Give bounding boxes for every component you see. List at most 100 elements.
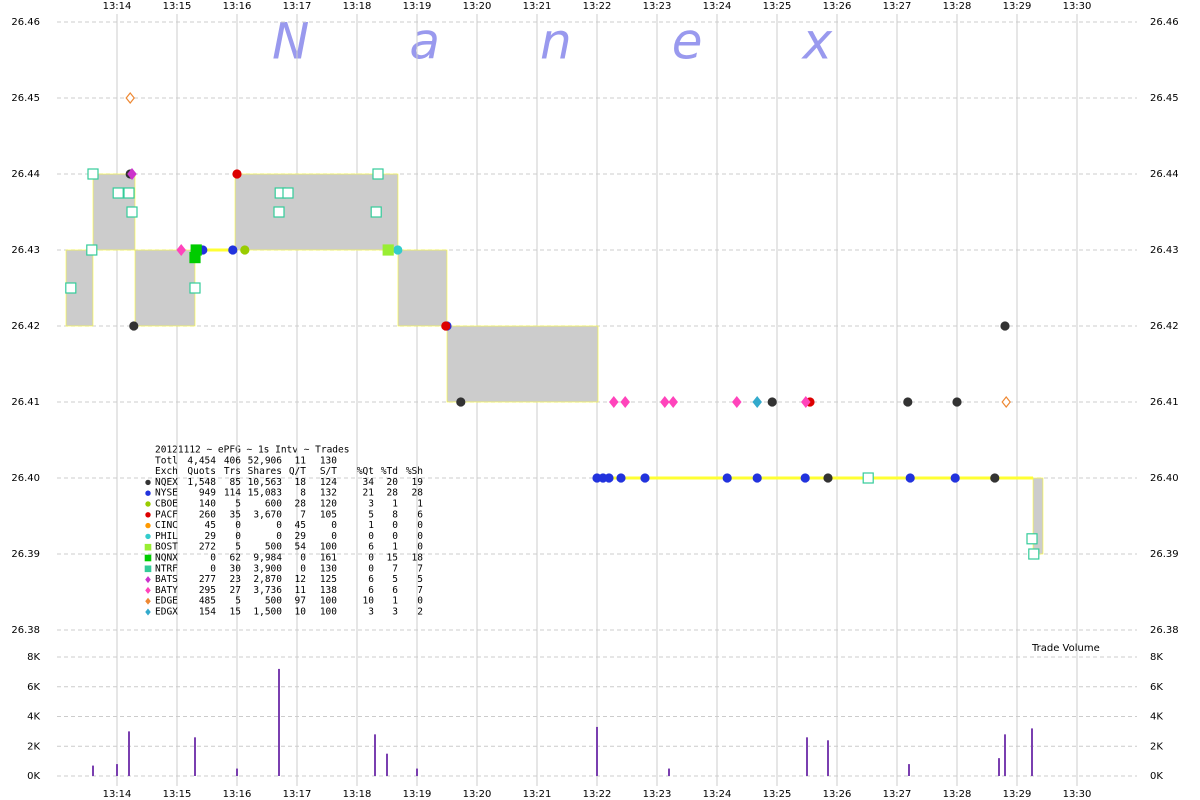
stats-header: S/T <box>320 466 337 477</box>
trade-point <box>456 397 466 407</box>
x-tick-label-top: 13:16 <box>223 1 252 12</box>
trade-point <box>668 396 678 408</box>
trade-point <box>273 206 285 218</box>
stats-cell: 3 <box>392 607 398 618</box>
trade-point <box>903 397 913 407</box>
stats-cell: 0 <box>417 542 423 553</box>
legend-entry: NQEX <box>155 477 178 488</box>
trade-point <box>1026 533 1038 545</box>
stats-cell: 3,736 <box>253 585 282 596</box>
stats-cell: 260 <box>199 509 216 520</box>
stats-cell: 0 <box>368 531 374 542</box>
legend-marker <box>145 490 151 496</box>
volume-bar <box>668 768 670 776</box>
stats-cell: 6 <box>368 574 374 585</box>
stats-cell: 500 <box>265 542 282 553</box>
volume-tick-label-left: 4K <box>27 712 40 723</box>
trade-point <box>112 187 124 199</box>
stats-cell: 154 <box>199 607 216 618</box>
trade-point <box>240 245 250 255</box>
trade-point <box>609 396 619 408</box>
legend-marker <box>145 586 151 594</box>
volume-label: Trade Volume <box>1031 643 1100 654</box>
legend-marker <box>145 533 151 540</box>
volume-tick-label-left: 2K <box>27 741 40 752</box>
trade-point <box>86 244 98 256</box>
trade-point <box>441 321 451 331</box>
trade-point <box>125 92 135 104</box>
x-tick-label-top: 13:17 <box>283 1 312 12</box>
legend-entry: NQNX <box>155 553 178 564</box>
trade-point <box>1028 548 1040 560</box>
stats-cell: 6 <box>417 509 423 520</box>
stats-cell: 1 <box>392 596 398 607</box>
x-tick-label-top: 13:27 <box>883 1 912 12</box>
volume-bar <box>374 734 376 776</box>
volume-tick-label-left: 6K <box>27 682 40 693</box>
stats-cell: 3 <box>368 607 374 618</box>
volume-bar <box>806 737 808 776</box>
y-tick-label-right: 26.40 <box>1150 473 1179 484</box>
x-tick-label-bottom: 13:30 <box>1063 789 1092 800</box>
stats-cell: 100 <box>320 542 337 553</box>
x-tick-label-top: 13:21 <box>523 1 552 12</box>
stats-cell: 27 <box>230 585 241 596</box>
trade-point <box>801 396 811 408</box>
volume-tick-label-right: 2K <box>1150 741 1163 752</box>
stats-cell: 10,563 <box>248 477 282 488</box>
trade-point <box>87 168 99 180</box>
stats-cell: 124 <box>320 477 337 488</box>
stats-cell: 0 <box>300 563 306 574</box>
stats-cell: 1 <box>392 542 398 553</box>
trade-point <box>950 473 960 483</box>
legend-marker <box>145 597 151 605</box>
stats-cell: 3 <box>368 499 374 510</box>
stats-cell: 5 <box>235 596 241 607</box>
stats-cell: 0 <box>417 531 423 542</box>
x-tick-label-bottom: 13:19 <box>403 789 432 800</box>
x-tick-label-bottom: 13:25 <box>763 789 792 800</box>
x-tick-label-bottom: 13:23 <box>643 789 672 800</box>
stats-header: Shares <box>248 466 282 477</box>
stats-cell: 0 <box>276 531 282 542</box>
trade-point <box>752 473 762 483</box>
volume-bar <box>116 764 118 776</box>
trade-point <box>1001 396 1011 408</box>
stats-cell: 6 <box>392 585 398 596</box>
trade-point <box>393 245 403 255</box>
volume-tick-label-right: 4K <box>1150 712 1163 723</box>
stats-cell: 15,083 <box>248 488 282 499</box>
legend-entry: PHIL <box>155 531 178 542</box>
quote-band <box>397 249 448 327</box>
locked-quote <box>195 248 236 252</box>
stats-cell: 45 <box>295 520 306 531</box>
trade-point <box>732 396 742 408</box>
trade-point <box>640 473 650 483</box>
trade-point <box>990 473 1000 483</box>
y-tick-label-left: 26.41 <box>11 397 40 408</box>
stats-cell: 2,870 <box>253 574 282 585</box>
stats-cell: 3,900 <box>253 563 282 574</box>
x-tick-label-bottom: 13:24 <box>703 789 732 800</box>
quote-band <box>134 249 196 327</box>
stats-cell: 29 <box>295 531 307 542</box>
trade-point <box>127 168 137 180</box>
stats-header: Quots <box>187 466 216 477</box>
legend-entry: CINC <box>155 520 178 531</box>
stats-cell: 105 <box>320 509 337 520</box>
stats-cell: 600 <box>265 499 282 510</box>
x-tick-label-top: 13:29 <box>1003 1 1032 12</box>
legend-entry: PACF <box>155 509 178 520</box>
trade-point <box>129 321 139 331</box>
volume-tick-label-right: 8K <box>1150 652 1163 663</box>
stats-cell: 35 <box>230 509 241 520</box>
legend-entry: EDGX <box>155 607 178 618</box>
legend-entry: BATS <box>155 574 178 585</box>
stats-cell: 8 <box>300 488 306 499</box>
y-tick-label-right: 26.46 <box>1150 17 1179 28</box>
x-tick-label-bottom: 13:15 <box>163 789 192 800</box>
y-tick-label-right: 26.45 <box>1150 93 1179 104</box>
stats-cell: 138 <box>320 585 337 596</box>
